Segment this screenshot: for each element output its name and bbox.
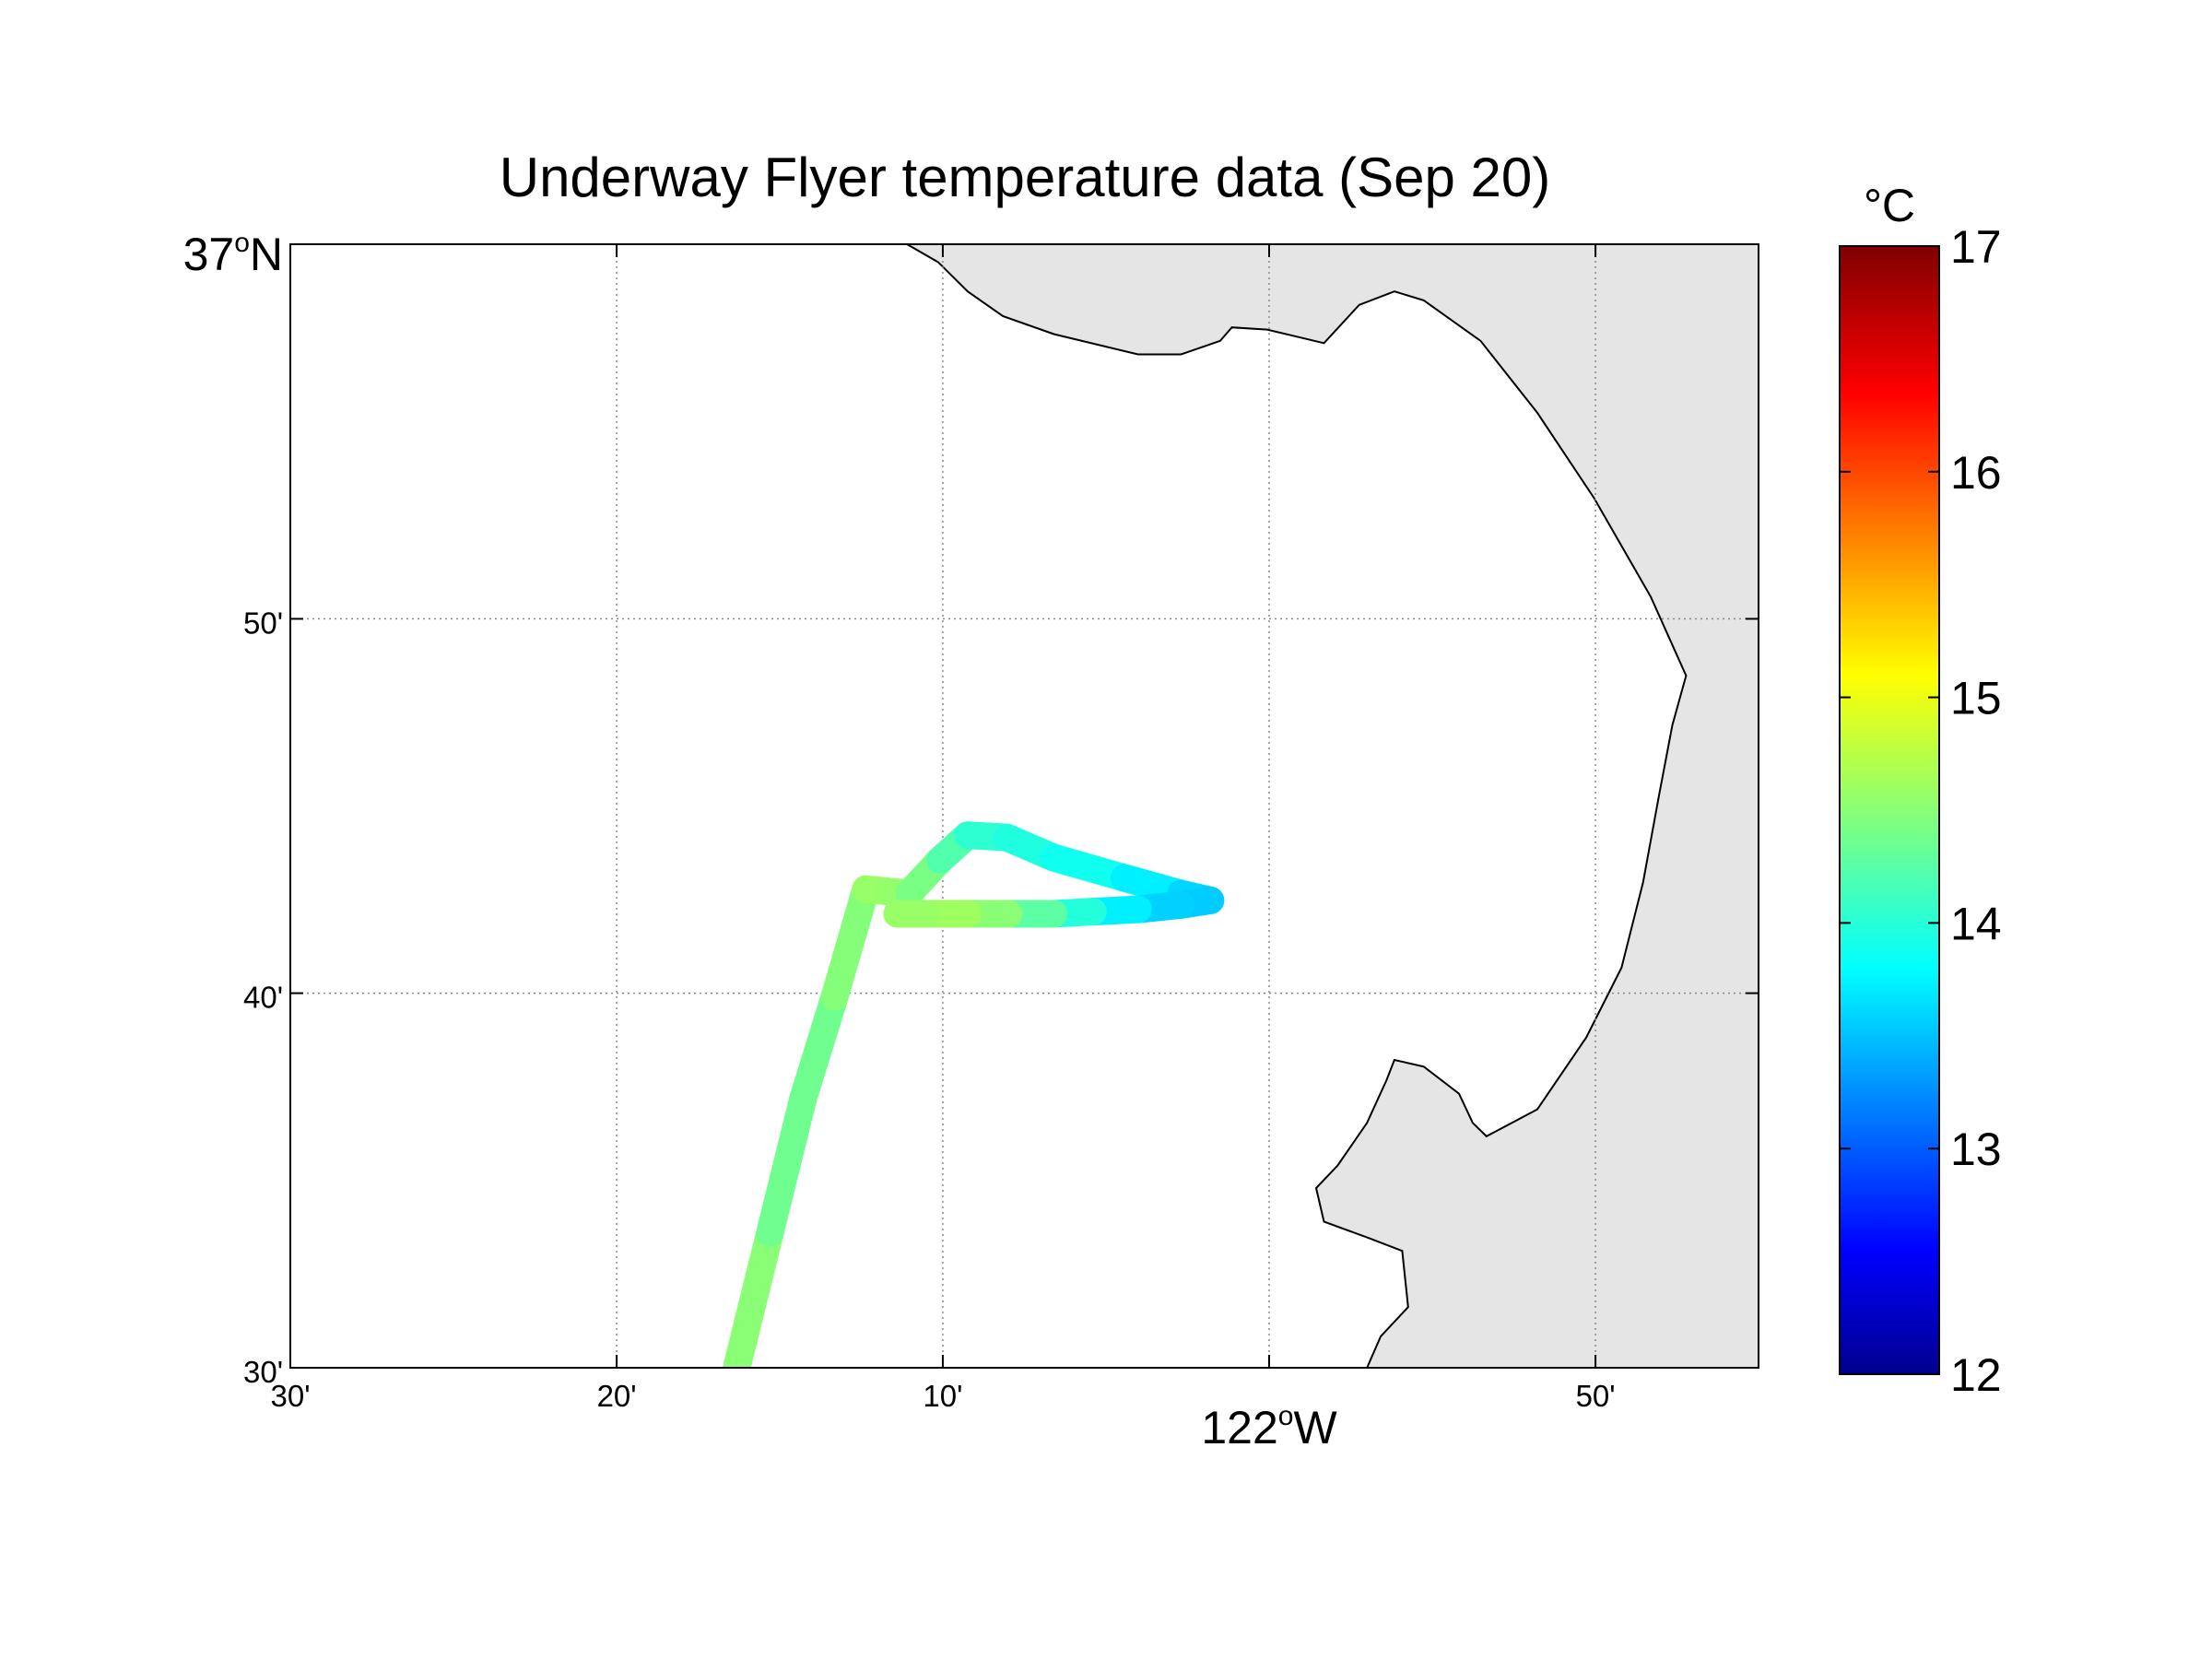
colorbar-tick-label: 15 [1950,673,2002,724]
coastline [906,244,1688,1368]
colorbar: °C 12 13 14 15 16 17 [1839,180,2002,1401]
colorbar-gradient [1839,245,1940,1375]
y-tick-label: 40' [243,981,283,1015]
track-segment [820,875,880,1011]
map-axes: 30' 20' 10' 122oW 50' 30' 40' 50' 37oN [183,228,1759,1453]
track-segment [723,1218,784,1368]
chart-title: Underway Flyer temperature data (Sep 20) [500,147,1551,208]
x-tick-label: 10' [923,1379,962,1413]
colorbar-tick-label: 14 [1950,898,2002,949]
plot-frame [289,243,1759,1369]
track-segment [789,982,849,1112]
colorbar-tick-label: 13 [1950,1124,2002,1175]
y-tick-label: 50' [243,606,283,640]
x-tick-label: 20' [597,1379,637,1413]
x-tick-label: 30' [270,1379,310,1413]
colorbar-unit-label: °C [1864,180,1915,231]
y-tick-label: 37oN [183,228,283,280]
y-tick-label: 30' [243,1355,283,1389]
colorbar-tick-label: 12 [1950,1349,2002,1401]
track-segment [756,1084,818,1247]
colorbar-tick-label: 17 [1950,221,2002,273]
colorbar-tick-label: 16 [1950,447,2002,499]
x-tick-label: 122oW [1201,1401,1337,1453]
x-tick-label: 50' [1576,1379,1616,1413]
land-area [907,244,1759,1368]
